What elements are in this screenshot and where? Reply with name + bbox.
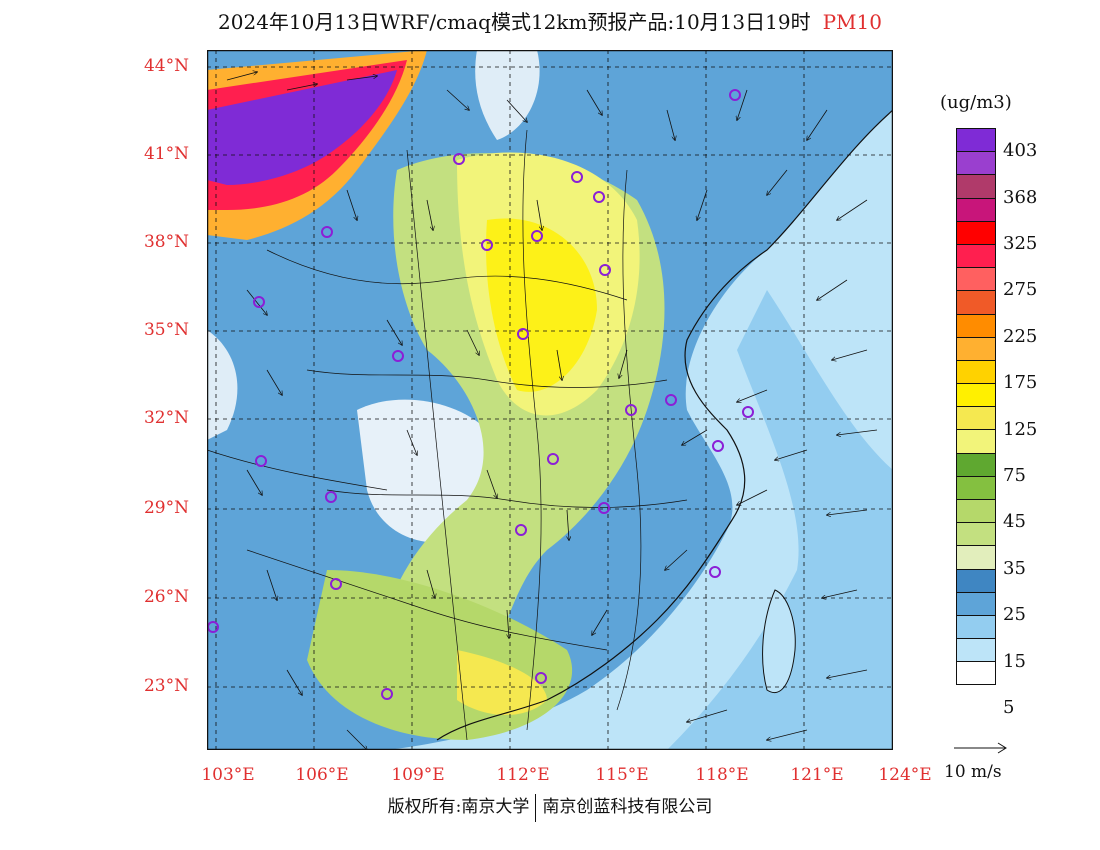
colorbar-swatch (956, 197, 996, 221)
pollution-south-yellow (457, 650, 547, 715)
colorbar-swatch (956, 383, 996, 407)
colorbar-label: 15 (1003, 650, 1026, 672)
colorbar-swatch (956, 243, 996, 268)
graticule (207, 50, 893, 750)
colorbar-swatch (956, 220, 996, 244)
colorbar-swatch (956, 568, 996, 592)
chart-title: 2024年10月13日WRF/cmaq模式12km预报产品:10月13日19时 P… (0, 6, 1100, 35)
lat-label-23: 23°N (143, 676, 189, 696)
city-markers (207, 89, 754, 700)
lat-label-41: 41°N (143, 144, 189, 164)
title-text: 2024年10月13日WRF/cmaq模式12km预报产品:10月13日19时 (218, 10, 811, 34)
clean-patch-west (207, 330, 238, 440)
colorbar-swatch (956, 336, 996, 360)
lat-label-35: 35°N (143, 320, 189, 340)
colorbar-label: 325 (1003, 233, 1038, 254)
lat-label-29: 29°N (143, 498, 189, 518)
footer-separator (535, 793, 537, 822)
colorbar-swatch (956, 545, 996, 569)
copyright-left: 版权所有:南京大学 (387, 797, 530, 817)
colorbar-label: 368 (1003, 186, 1038, 208)
colorbar-swatch (956, 614, 996, 639)
colorbar-swatch (956, 591, 996, 615)
colorbar-swatch (956, 499, 996, 523)
wind-vectors (226, 72, 878, 750)
lat-label-44: 44°N (143, 56, 189, 76)
colorbar-swatch (956, 267, 996, 291)
lon-label-109: 109°E (391, 765, 445, 785)
taiwan-island (762, 589, 796, 693)
colorbar-swatch (956, 452, 996, 476)
sea-band (667, 290, 893, 750)
lon-label-112: 112°E (496, 765, 550, 785)
lon-label-103: 103°E (201, 765, 255, 785)
lon-label-106: 106°E (295, 765, 349, 785)
colorbar-label: 45 (1003, 511, 1026, 533)
copyright-footer: 版权所有:南京大学 南京创蓝科技有限公司 (0, 792, 1100, 822)
colorbar-unit: (ug/m3) (940, 92, 1012, 113)
pollution-hotspot-yellow (486, 218, 597, 392)
colorbar-label: 175 (1003, 372, 1038, 394)
colorbar-swatch (956, 290, 996, 314)
colorbar-swatch (956, 475, 996, 499)
colorbar-label: 75 (1003, 465, 1026, 486)
colorbar-swatch (956, 638, 996, 662)
colorbar-swatch (956, 151, 996, 175)
wind-vector-label: 10 m/s (944, 762, 1002, 782)
colorbar-swatch (956, 313, 996, 337)
pollutant-label: PM10 (822, 10, 882, 34)
lon-label-118: 118°E (695, 765, 749, 785)
colorbar-label: 275 (1003, 279, 1038, 301)
colorbar-swatch (956, 359, 996, 384)
colorbar-swatch (956, 429, 996, 453)
map-panel (207, 50, 893, 750)
lon-label-124: 124°E (878, 765, 932, 785)
copyright-right: 南京创蓝科技有限公司 (542, 797, 713, 817)
colorbar-label: 25 (1003, 604, 1026, 626)
colorbar-label: 225 (1003, 325, 1038, 347)
colorbar-label: 5 (1003, 697, 1015, 718)
colorbar (956, 128, 996, 685)
colorbar-swatch (956, 128, 996, 152)
colorbar-label: 125 (1003, 418, 1038, 440)
lat-label-26: 26°N (143, 587, 189, 607)
colorbar-label: 403 (1003, 140, 1038, 162)
lon-label-115: 115°E (595, 765, 649, 785)
colorbar-swatch (956, 174, 996, 198)
lat-label-32: 32°N (143, 408, 189, 428)
colorbar-label: 35 (1003, 557, 1026, 579)
colorbar-swatch (956, 661, 996, 685)
colorbar-swatch (956, 522, 996, 546)
coastline (436, 109, 893, 741)
wind-vector-reference (954, 742, 1007, 754)
lat-label-38: 38°N (143, 232, 189, 252)
dust-purple (207, 70, 397, 185)
colorbar-swatch (956, 406, 996, 430)
lon-label-121: 121°E (790, 765, 844, 785)
